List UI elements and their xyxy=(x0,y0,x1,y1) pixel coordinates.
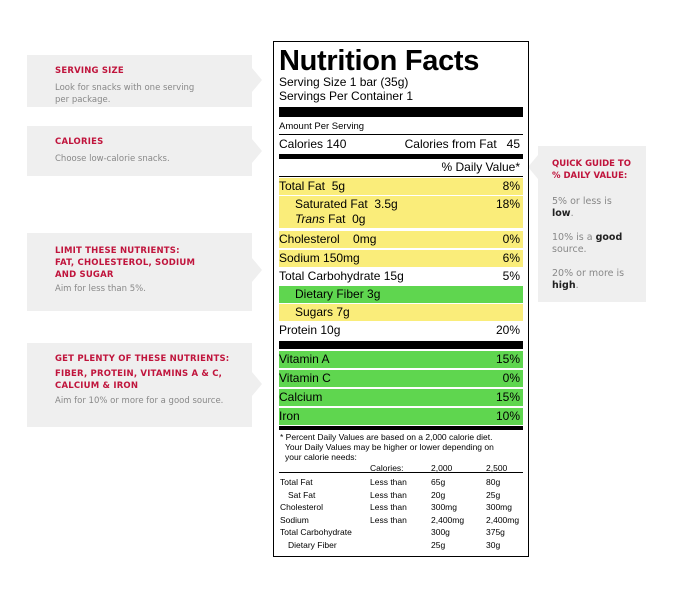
table-header-calories: Calories: xyxy=(370,463,404,473)
sodium-dv: 6% xyxy=(502,251,520,265)
calories-callout: CALORIES Choose low-calorie snacks. xyxy=(27,126,252,176)
nutrition-facts-label: Nutrition Facts Serving Size 1 bar (35g)… xyxy=(273,41,529,557)
sugars-label: Sugars 7g xyxy=(295,305,350,319)
vitamin-c-row: Vitamin C 0% xyxy=(279,370,523,387)
footnote: * Percent Daily Values are based on a 2,… xyxy=(280,432,493,442)
calcium-dv: 15% xyxy=(495,390,520,404)
guide-title: % DAILY VALUE: xyxy=(552,171,628,181)
total-carb-dv: 5% xyxy=(502,269,520,283)
trans-fat-label: Trans Fat 0g xyxy=(295,212,366,226)
thick-divider xyxy=(279,341,523,349)
cholesterol-row: Cholesterol 0mg 0% xyxy=(279,231,523,248)
calcium-label: Calcium xyxy=(279,390,323,404)
protein-dv: 20% xyxy=(495,323,520,337)
calories-value: Calories 140 xyxy=(279,137,347,151)
iron-dv: 10% xyxy=(495,409,520,423)
dietary-fiber-row: Dietary Fiber 3g xyxy=(279,286,523,303)
calcium-row: Calcium 15% xyxy=(279,389,523,406)
calories-from-fat: Calories from Fat 45 xyxy=(404,137,520,151)
callout-text: Aim for less than 5%. xyxy=(55,284,146,294)
protein-row: Protein 10g 20% xyxy=(279,322,523,339)
sugars-row: Sugars 7g xyxy=(279,304,523,321)
iron-label: Iron xyxy=(279,409,300,423)
medium-divider xyxy=(279,154,523,159)
cholesterol-label: Cholesterol 0mg xyxy=(279,232,377,246)
amount-per-serving: Amount Per Serving xyxy=(279,121,365,132)
sodium-row: Sodium 150mg 6% xyxy=(279,250,523,267)
callout-pointer xyxy=(252,372,262,396)
saturated-fat-dv: 18% xyxy=(495,197,520,211)
vitamin-c-label: Vitamin C xyxy=(279,371,331,385)
callout-text: Choose low-calorie snacks. xyxy=(55,154,170,164)
servings-per-container: Servings Per Container 1 xyxy=(279,89,414,103)
callout-text: Aim for 10% or more for a good source. xyxy=(55,396,224,406)
label-title: Nutrition Facts xyxy=(279,45,480,77)
daily-value-header: % Daily Value* xyxy=(441,160,520,174)
table-header-2500: 2,500 xyxy=(486,463,508,473)
vitamin-c-dv: 0% xyxy=(502,371,520,385)
total-carb-label: Total Carbohydrate 15g xyxy=(279,269,404,283)
divider xyxy=(279,176,523,177)
daily-value-guide: QUICK GUIDE TO % DAILY VALUE: 5% or less… xyxy=(538,146,646,302)
callout-pointer xyxy=(252,258,262,282)
guide-low: 5% or less is low. xyxy=(552,196,612,219)
dietary-fiber-label: Dietary Fiber 3g xyxy=(295,287,381,301)
callout-title: FIBER, PROTEIN, VITAMINS A & C, xyxy=(55,369,223,379)
callout-title: AND SUGAR xyxy=(55,270,114,280)
total-carb-row: Total Carbohydrate 15g 5% xyxy=(279,268,523,285)
protein-label: Protein 10g xyxy=(279,323,341,337)
callout-title: SERVING SIZE xyxy=(55,66,124,76)
plenty-nutrients-callout: GET PLENTY OF THESE NUTRIENTS: FIBER, PR… xyxy=(27,343,252,427)
callout-title: CALORIES xyxy=(55,137,104,147)
footnote: Your Daily Values may be higher or lower… xyxy=(285,442,494,452)
total-fat-label: Total Fat 5g xyxy=(279,179,346,193)
divider xyxy=(279,134,523,135)
calories-row: Calories 140 Calories from Fat 45 xyxy=(279,136,523,153)
iron-row: Iron 10% xyxy=(279,408,523,425)
saturated-fat-label: Saturated Fat 3.5g xyxy=(295,197,398,211)
vitamin-a-label: Vitamin A xyxy=(279,352,330,366)
saturated-fat-row: Saturated Fat 3.5g 18% Trans Fat 0g xyxy=(279,196,523,228)
guide-good: 10% is a good source. xyxy=(552,232,623,255)
callout-text: Look for snacks with one serving xyxy=(55,83,195,93)
guide-pointer xyxy=(528,155,538,179)
serving-size-callout: SERVING SIZE Look for snacks with one se… xyxy=(27,55,252,107)
total-fat-dv: 8% xyxy=(502,179,520,193)
callout-title: GET PLENTY OF THESE NUTRIENTS: xyxy=(55,354,230,364)
table-header-2000: 2,000 xyxy=(431,463,453,473)
callout-title: FAT, CHOLESTEROL, SODIUM xyxy=(55,258,196,268)
cholesterol-dv: 0% xyxy=(502,232,520,246)
total-fat-row: Total Fat 5g 8% xyxy=(279,178,523,195)
callout-title: LIMIT THESE NUTRIENTS: xyxy=(55,246,180,256)
guide-high: 20% or more is high. xyxy=(552,268,625,291)
callout-text: per package. xyxy=(55,94,111,105)
limit-nutrients-callout: LIMIT THESE NUTRIENTS: FAT, CHOLESTEROL,… xyxy=(27,233,252,311)
footnote: your calorie needs: xyxy=(285,452,357,462)
serving-size: Serving Size 1 bar (35g) xyxy=(279,75,409,89)
vitamin-a-dv: 15% xyxy=(495,352,520,366)
medium-divider xyxy=(279,426,523,430)
divider xyxy=(279,472,523,473)
thick-divider xyxy=(279,107,523,117)
callout-pointer xyxy=(252,139,262,163)
sodium-label: Sodium 150mg xyxy=(279,251,360,265)
guide-title: QUICK GUIDE TO xyxy=(552,159,631,169)
callout-pointer xyxy=(252,68,262,92)
callout-title: CALCIUM & IRON xyxy=(55,381,139,391)
vitamin-a-row: Vitamin A 15% xyxy=(279,351,523,368)
